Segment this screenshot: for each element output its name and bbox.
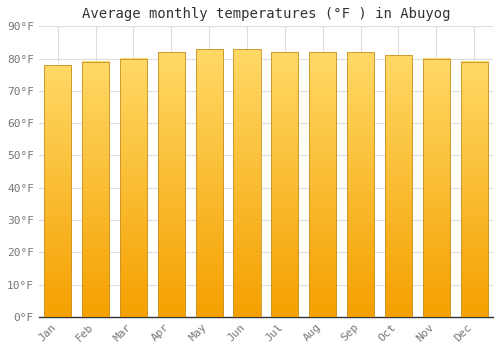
Bar (44, 65, 72, 317)
Bar (385, 55, 412, 317)
Bar (347, 52, 374, 317)
Bar (422, 58, 450, 317)
Title: Average monthly temperatures (°F ) in Abuyog: Average monthly temperatures (°F ) in Ab… (82, 7, 450, 21)
Bar (196, 49, 223, 317)
Bar (234, 49, 260, 317)
Bar (309, 52, 336, 317)
Bar (271, 52, 298, 317)
Bar (120, 58, 147, 317)
Bar (82, 62, 109, 317)
Bar (158, 52, 185, 317)
Bar (460, 62, 488, 317)
